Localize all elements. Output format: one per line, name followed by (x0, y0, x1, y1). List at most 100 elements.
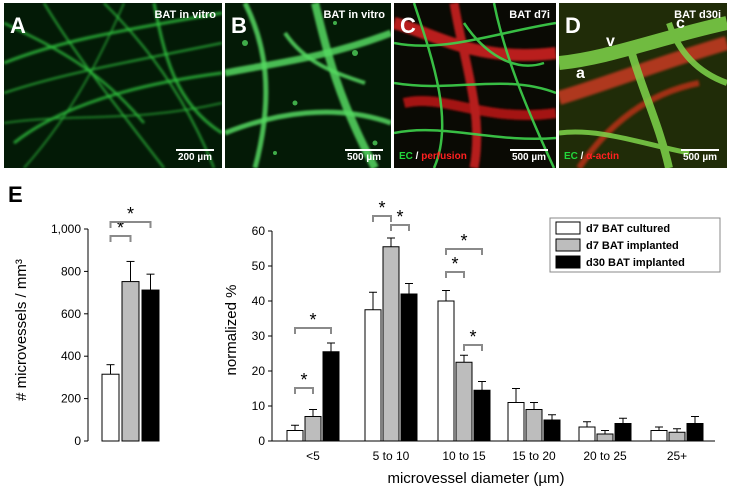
panel-a-scale-bar: 200 µm (176, 149, 214, 163)
diameter-bar-4-2 (614, 423, 632, 442)
diameter-bar-1-1 (382, 246, 400, 442)
significance-bracket (294, 387, 314, 394)
significance-star: * (460, 231, 467, 251)
diameter-x-axis-label: microvessel diameter (µm) (387, 470, 564, 487)
significance-bracket (294, 327, 332, 334)
significance-star: * (378, 200, 385, 218)
diameter-y-axis-label: normalized % (223, 285, 240, 376)
panel-b-letter: B (231, 13, 247, 38)
density-y-axis-label: # microvessels / mm³ (13, 259, 30, 401)
diameter-bar-2-0 (437, 300, 455, 442)
diameter-bar-3-1 (525, 409, 543, 442)
panel-d-stain-ec: EC (564, 151, 578, 162)
y-tick-label: 60 (252, 224, 266, 238)
panel-c-stain-sep: / (412, 151, 422, 162)
panel-a-micrograph: A BAT in vitro 200 µm (4, 3, 222, 168)
panel-d-title: BAT d30i (674, 9, 721, 21)
panel-d-image (559, 3, 727, 168)
panel-e-letter: E (8, 182, 23, 207)
diameter-bar-5-1 (668, 431, 686, 442)
diameter-bar-4-1 (596, 433, 614, 442)
panel-c-scale-bar: 500 µm (510, 149, 548, 163)
panel-d-marker-a: a (576, 65, 585, 82)
panel-a-title: BAT in vitro (154, 9, 216, 21)
diameter-bar-0-0 (286, 430, 304, 442)
diameter-bar-5-0 (650, 430, 668, 442)
diameter-bar-0-2 (322, 351, 340, 442)
diameter-bar-0-1 (304, 416, 322, 442)
significance-bracket (109, 235, 132, 242)
legend-swatch-implanted-d7 (555, 238, 581, 252)
x-tick-label: 20 to 25 (583, 449, 627, 463)
significance-star: * (396, 207, 403, 227)
panel-b-scale-bar: 500 µm (345, 149, 383, 163)
panel-b-micrograph: B BAT in vitro 500 µm (225, 3, 391, 168)
panel-c-scale-label: 500 µm (511, 152, 547, 163)
panel-d-marker-v: v (606, 33, 615, 50)
y-tick-label: 200 (61, 392, 81, 406)
significance-bracket (372, 215, 392, 222)
diameter-bar-3-0 (507, 402, 525, 442)
significance-bracket (109, 221, 152, 228)
significance-bracket (445, 248, 483, 255)
diameter-bar-3-2 (543, 419, 561, 442)
panel-a-letter: A (10, 13, 26, 38)
x-tick-label: <5 (306, 449, 320, 463)
panel-d-scale-bar: 500 µm (681, 149, 719, 163)
significance-star: * (309, 310, 316, 330)
legend-label-cultured: d7 BAT cultured (586, 223, 670, 235)
diameter-bar-5-2 (686, 423, 704, 442)
diameter-bar-2-1 (455, 361, 473, 442)
panel-c-micrograph: C BAT d7i EC / perfusion 500 µm (394, 3, 556, 168)
x-tick-label: 15 to 20 (512, 449, 556, 463)
significance-star: * (117, 218, 124, 238)
x-tick-label: 10 to 15 (442, 449, 486, 463)
density-bar-2 (141, 289, 160, 442)
panel-d-micrograph: D BAT d30i v c a EC / α-actin 500 µm (559, 3, 727, 168)
significance-bracket (463, 344, 483, 351)
microvessel-density-chart: # microvessels / mm³ 0 200 400 600 800 1,000 *… (13, 204, 160, 448)
panel-a-scale-label: 200 µm (177, 152, 213, 163)
y-tick-label: 600 (61, 307, 81, 321)
panel-c-stain-legend: EC / perfusion (399, 151, 467, 162)
y-tick-label: 1,000 (51, 222, 81, 236)
diameter-bar-1-0 (364, 309, 382, 442)
diameter-distribution-chart: normalized % microvessel diameter (µm) d… (223, 200, 721, 487)
panel-c-letter: C (400, 13, 416, 38)
panel-d-stain-actin: α-actin (586, 151, 620, 162)
legend-label-implanted-d7: d7 BAT implanted (586, 240, 679, 252)
y-tick-label: 800 (61, 264, 81, 278)
diameter-bar-4-0 (578, 426, 596, 442)
diameter-bar-1-2 (400, 293, 418, 442)
panel-c-stain-perfusion: perfusion (421, 151, 467, 162)
y-tick-label: 30 (252, 329, 266, 343)
significance-star: * (451, 254, 458, 274)
panel-b-title: BAT in vitro (323, 9, 385, 21)
panel-b-image (225, 3, 391, 168)
panel-d-letter: D (565, 13, 581, 38)
diameter-bar-2-2 (473, 389, 491, 442)
panel-a-image (4, 3, 222, 168)
density-bar-0 (101, 373, 120, 442)
chart-legend: d7 BAT cultured d7 BAT implanted d30 BAT… (549, 217, 721, 273)
significance-bracket (390, 224, 410, 231)
y-tick-label: 20 (252, 364, 266, 378)
panel-d-stain-legend: EC / α-actin (564, 151, 619, 162)
panel-b-scale-label: 500 µm (346, 152, 382, 163)
panel-d-stain-sep: / (577, 151, 587, 162)
density-bar-1 (121, 281, 140, 442)
legend-label-implanted-d30: d30 BAT implanted (586, 257, 685, 269)
y-tick-label: 0 (74, 434, 81, 448)
y-tick-label: 400 (61, 349, 81, 363)
panel-c-title: BAT d7i (509, 9, 550, 21)
y-tick-label: 50 (252, 259, 266, 273)
panel-c-image (394, 3, 556, 168)
y-tick-label: 10 (252, 399, 266, 413)
x-tick-label: 25+ (667, 449, 687, 463)
y-tick-label: 0 (258, 434, 265, 448)
y-tick-label: 40 (252, 294, 266, 308)
panel-d-scale-label: 500 µm (682, 152, 718, 163)
panel-d-marker-c: c (676, 15, 685, 32)
significance-star: * (300, 370, 307, 390)
significance-bracket (445, 271, 465, 278)
